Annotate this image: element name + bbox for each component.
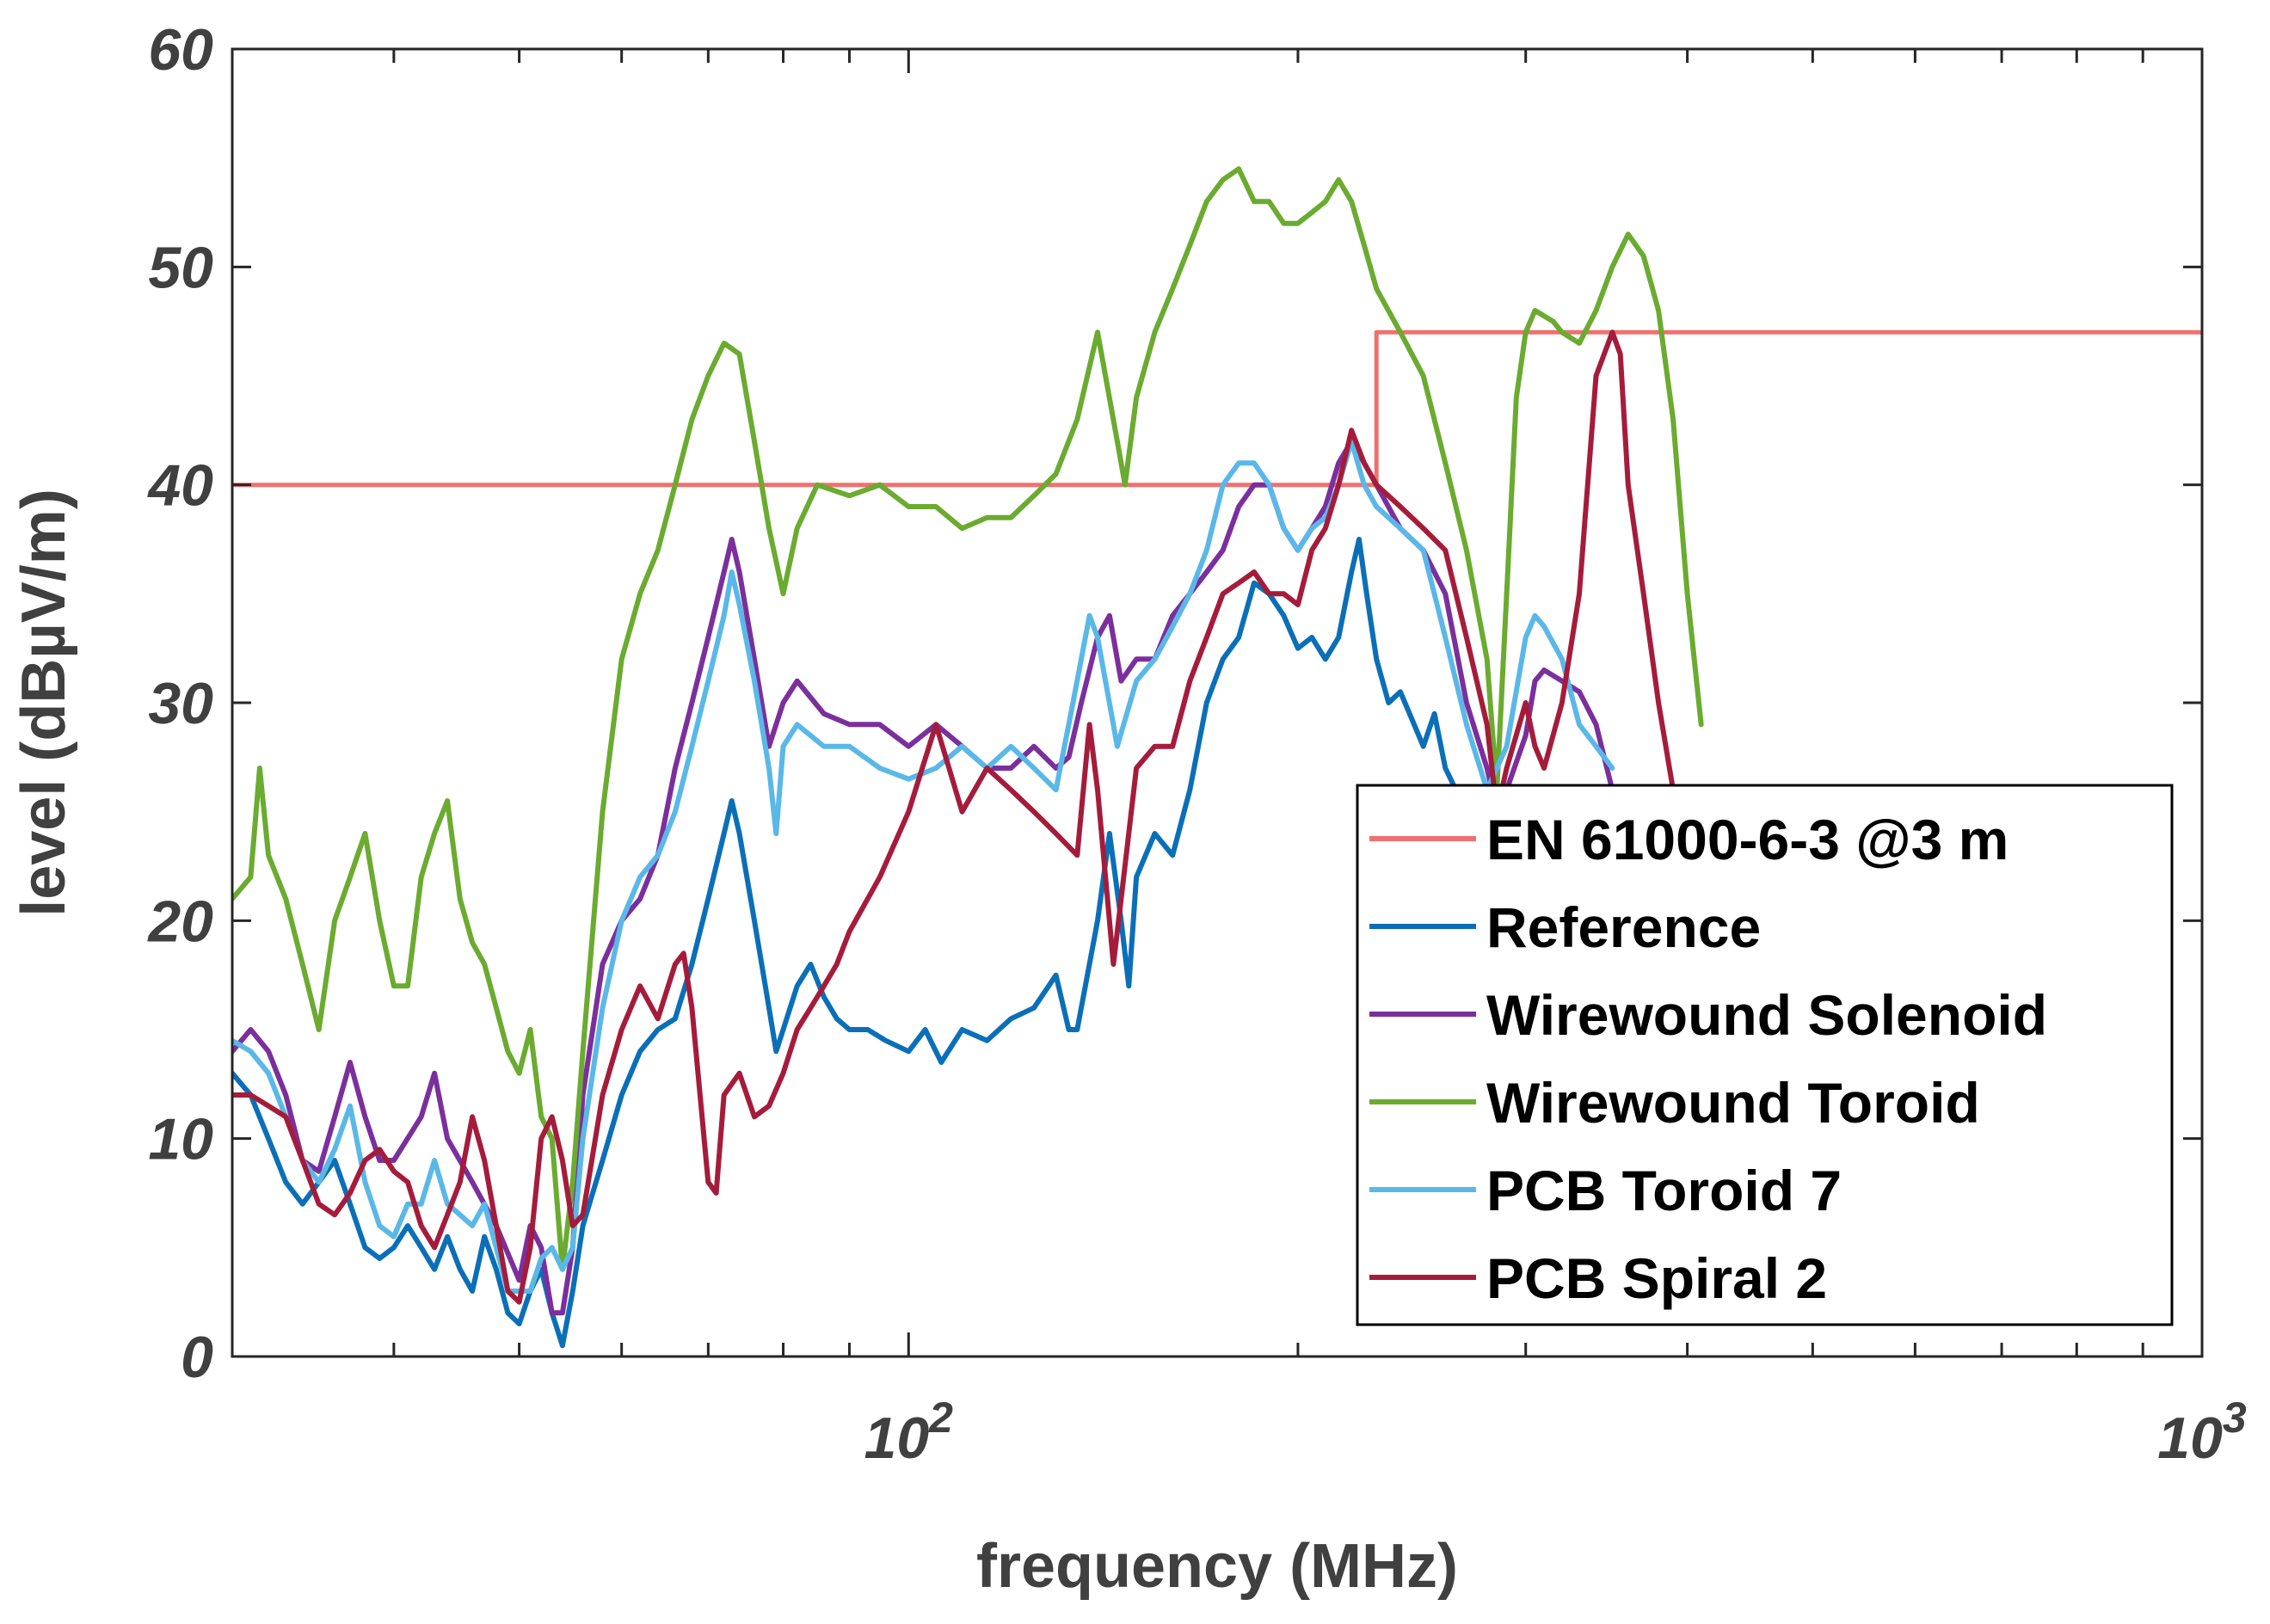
x-tick-label-0: 102 [864, 1393, 954, 1471]
y-tick-label-6: 60 [148, 17, 213, 83]
legend-label-0: EN 61000-6-3 @3 m [1486, 808, 2009, 871]
y-tick-label-1: 10 [148, 1107, 213, 1172]
series-layer [232, 166, 2202, 1349]
x-axis-label: frequency (MHz) [976, 1532, 1458, 1601]
legend: EN 61000-6-3 @3 m Reference Wirewound Sole… [1356, 784, 2174, 1326]
y-tick-label-2: 20 [146, 889, 213, 954]
legend-label-4: PCB Toroid 7 [1486, 1159, 1842, 1222]
y-axis-label: level (dBµV/m) [9, 489, 78, 917]
legend-label-2: Wirewound Solenoid [1486, 983, 2047, 1047]
series-line-3 [232, 166, 1704, 1272]
series-line-0 [232, 329, 2202, 488]
legend-box [1356, 784, 2174, 1326]
legend-label-3: Wirewound Toroid [1486, 1071, 1980, 1135]
legend-label-5: PCB Spiral 2 [1486, 1246, 1827, 1310]
series-line-1 [232, 537, 1490, 1349]
axes-layer: 0 10 20 30 40 50 60 102 103 [146, 17, 2247, 1471]
y-tick-label-5: 50 [148, 235, 213, 300]
y-tick-label-3: 30 [148, 671, 213, 736]
x-tick-label-1: 103 [2157, 1393, 2247, 1471]
legend-label-1: Reference [1486, 895, 1761, 959]
y-tick-label-0: 0 [181, 1325, 213, 1390]
y-tick-label-4: 40 [146, 453, 213, 519]
series-line-5 [232, 329, 1676, 1305]
